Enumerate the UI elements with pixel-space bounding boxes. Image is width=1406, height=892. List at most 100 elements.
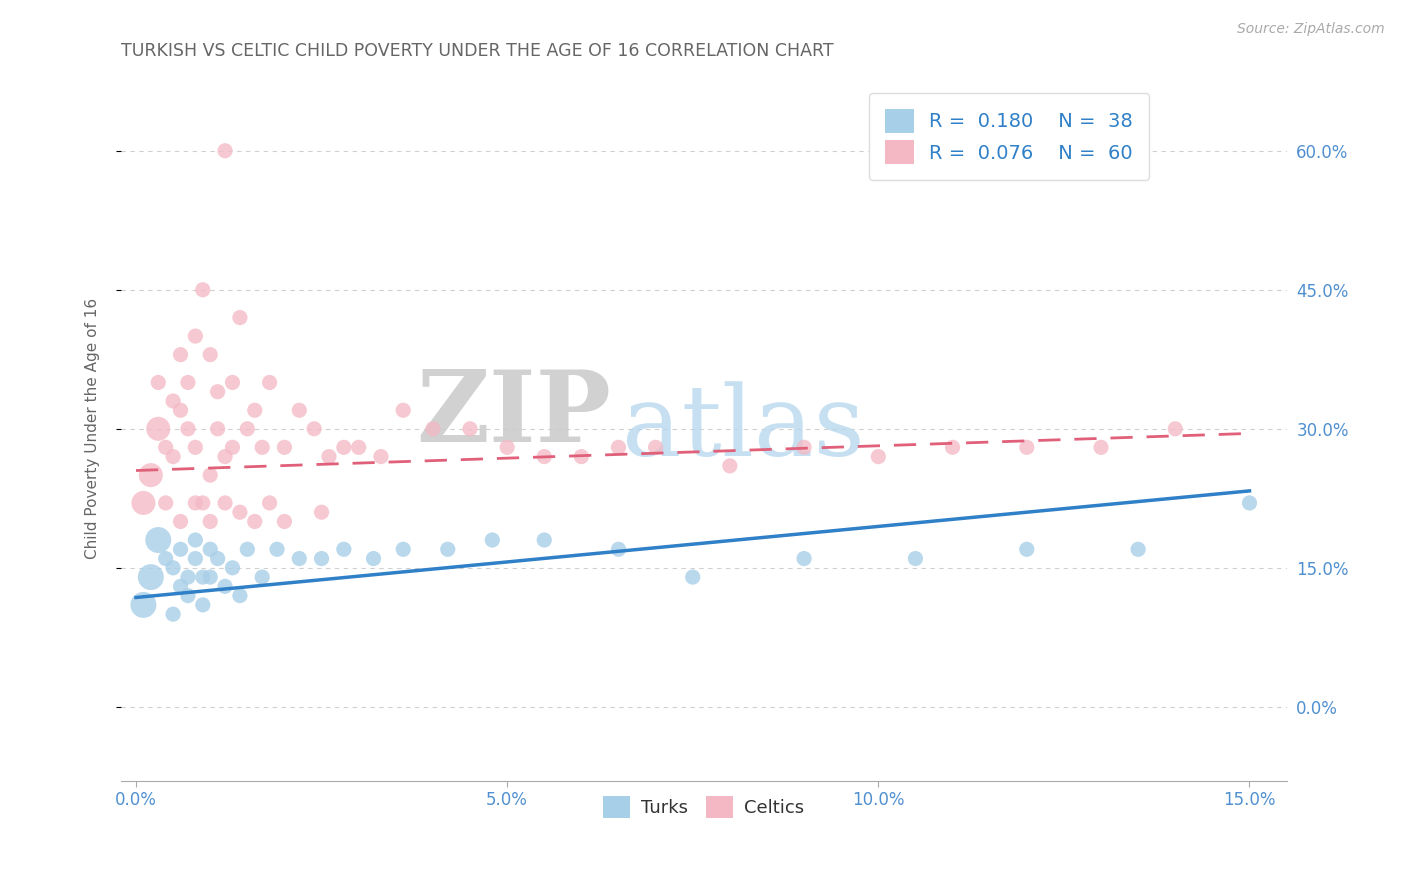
Point xyxy=(243,515,266,529)
Point xyxy=(496,440,519,454)
Point xyxy=(177,589,200,603)
Point xyxy=(155,440,177,454)
Point xyxy=(481,533,503,547)
Point xyxy=(1239,496,1261,510)
Point xyxy=(370,450,392,464)
Point xyxy=(169,542,191,557)
Point xyxy=(200,468,222,483)
Point xyxy=(207,384,229,399)
Point xyxy=(169,403,191,417)
Point xyxy=(162,607,184,622)
Point xyxy=(288,403,311,417)
Point xyxy=(221,440,243,454)
Point xyxy=(793,551,815,566)
Point xyxy=(793,440,815,454)
Point xyxy=(347,440,370,454)
Point xyxy=(569,450,592,464)
Point xyxy=(236,422,259,436)
Point xyxy=(243,403,266,417)
Point xyxy=(607,440,630,454)
Point xyxy=(229,310,252,325)
Point xyxy=(273,440,295,454)
Point xyxy=(132,598,155,612)
Point xyxy=(139,468,162,483)
Point xyxy=(184,533,207,547)
Point xyxy=(1015,440,1038,454)
Point xyxy=(191,283,214,297)
Point xyxy=(184,496,207,510)
Point xyxy=(392,403,415,417)
Point xyxy=(207,422,229,436)
Point xyxy=(392,542,415,557)
Point xyxy=(177,422,200,436)
Point xyxy=(184,551,207,566)
Point xyxy=(259,376,281,390)
Point xyxy=(214,144,236,158)
Y-axis label: Child Poverty Under the Age of 16: Child Poverty Under the Age of 16 xyxy=(86,298,100,559)
Point xyxy=(177,376,200,390)
Text: atlas: atlas xyxy=(623,381,865,476)
Point xyxy=(458,422,481,436)
Point xyxy=(333,542,356,557)
Legend: Turks, Celtics: Turks, Celtics xyxy=(596,789,811,825)
Point xyxy=(1090,440,1112,454)
Point xyxy=(148,376,170,390)
Point xyxy=(904,551,927,566)
Point xyxy=(229,589,252,603)
Point xyxy=(644,440,666,454)
Point xyxy=(191,570,214,584)
Point xyxy=(607,542,630,557)
Point xyxy=(1164,422,1187,436)
Point xyxy=(184,440,207,454)
Point xyxy=(214,579,236,593)
Point xyxy=(533,450,555,464)
Point xyxy=(288,551,311,566)
Point xyxy=(162,450,184,464)
Point xyxy=(200,348,222,362)
Point xyxy=(333,440,356,454)
Point xyxy=(718,458,741,473)
Text: ZIP: ZIP xyxy=(416,367,610,463)
Point xyxy=(169,515,191,529)
Point xyxy=(1015,542,1038,557)
Point xyxy=(132,496,155,510)
Point xyxy=(162,561,184,575)
Point xyxy=(184,329,207,343)
Point xyxy=(311,505,333,519)
Point xyxy=(148,533,170,547)
Point xyxy=(422,422,444,436)
Point xyxy=(214,450,236,464)
Point xyxy=(214,496,236,510)
Point xyxy=(200,570,222,584)
Point xyxy=(868,450,890,464)
Point xyxy=(311,551,333,566)
Point xyxy=(533,533,555,547)
Point xyxy=(229,505,252,519)
Text: Source: ZipAtlas.com: Source: ZipAtlas.com xyxy=(1237,22,1385,37)
Point xyxy=(207,551,229,566)
Point xyxy=(191,496,214,510)
Point xyxy=(436,542,458,557)
Point xyxy=(221,376,243,390)
Point xyxy=(273,515,295,529)
Point xyxy=(221,561,243,575)
Point xyxy=(682,570,704,584)
Point xyxy=(318,450,340,464)
Point xyxy=(155,551,177,566)
Point xyxy=(941,440,963,454)
Point xyxy=(162,394,184,409)
Text: TURKISH VS CELTIC CHILD POVERTY UNDER THE AGE OF 16 CORRELATION CHART: TURKISH VS CELTIC CHILD POVERTY UNDER TH… xyxy=(121,42,834,60)
Point xyxy=(259,496,281,510)
Point xyxy=(148,422,170,436)
Point xyxy=(139,570,162,584)
Point xyxy=(200,542,222,557)
Point xyxy=(1126,542,1149,557)
Point xyxy=(236,542,259,557)
Point xyxy=(302,422,325,436)
Point xyxy=(266,542,288,557)
Point xyxy=(250,570,273,584)
Point xyxy=(250,440,273,454)
Point xyxy=(155,496,177,510)
Point xyxy=(200,515,222,529)
Point xyxy=(169,579,191,593)
